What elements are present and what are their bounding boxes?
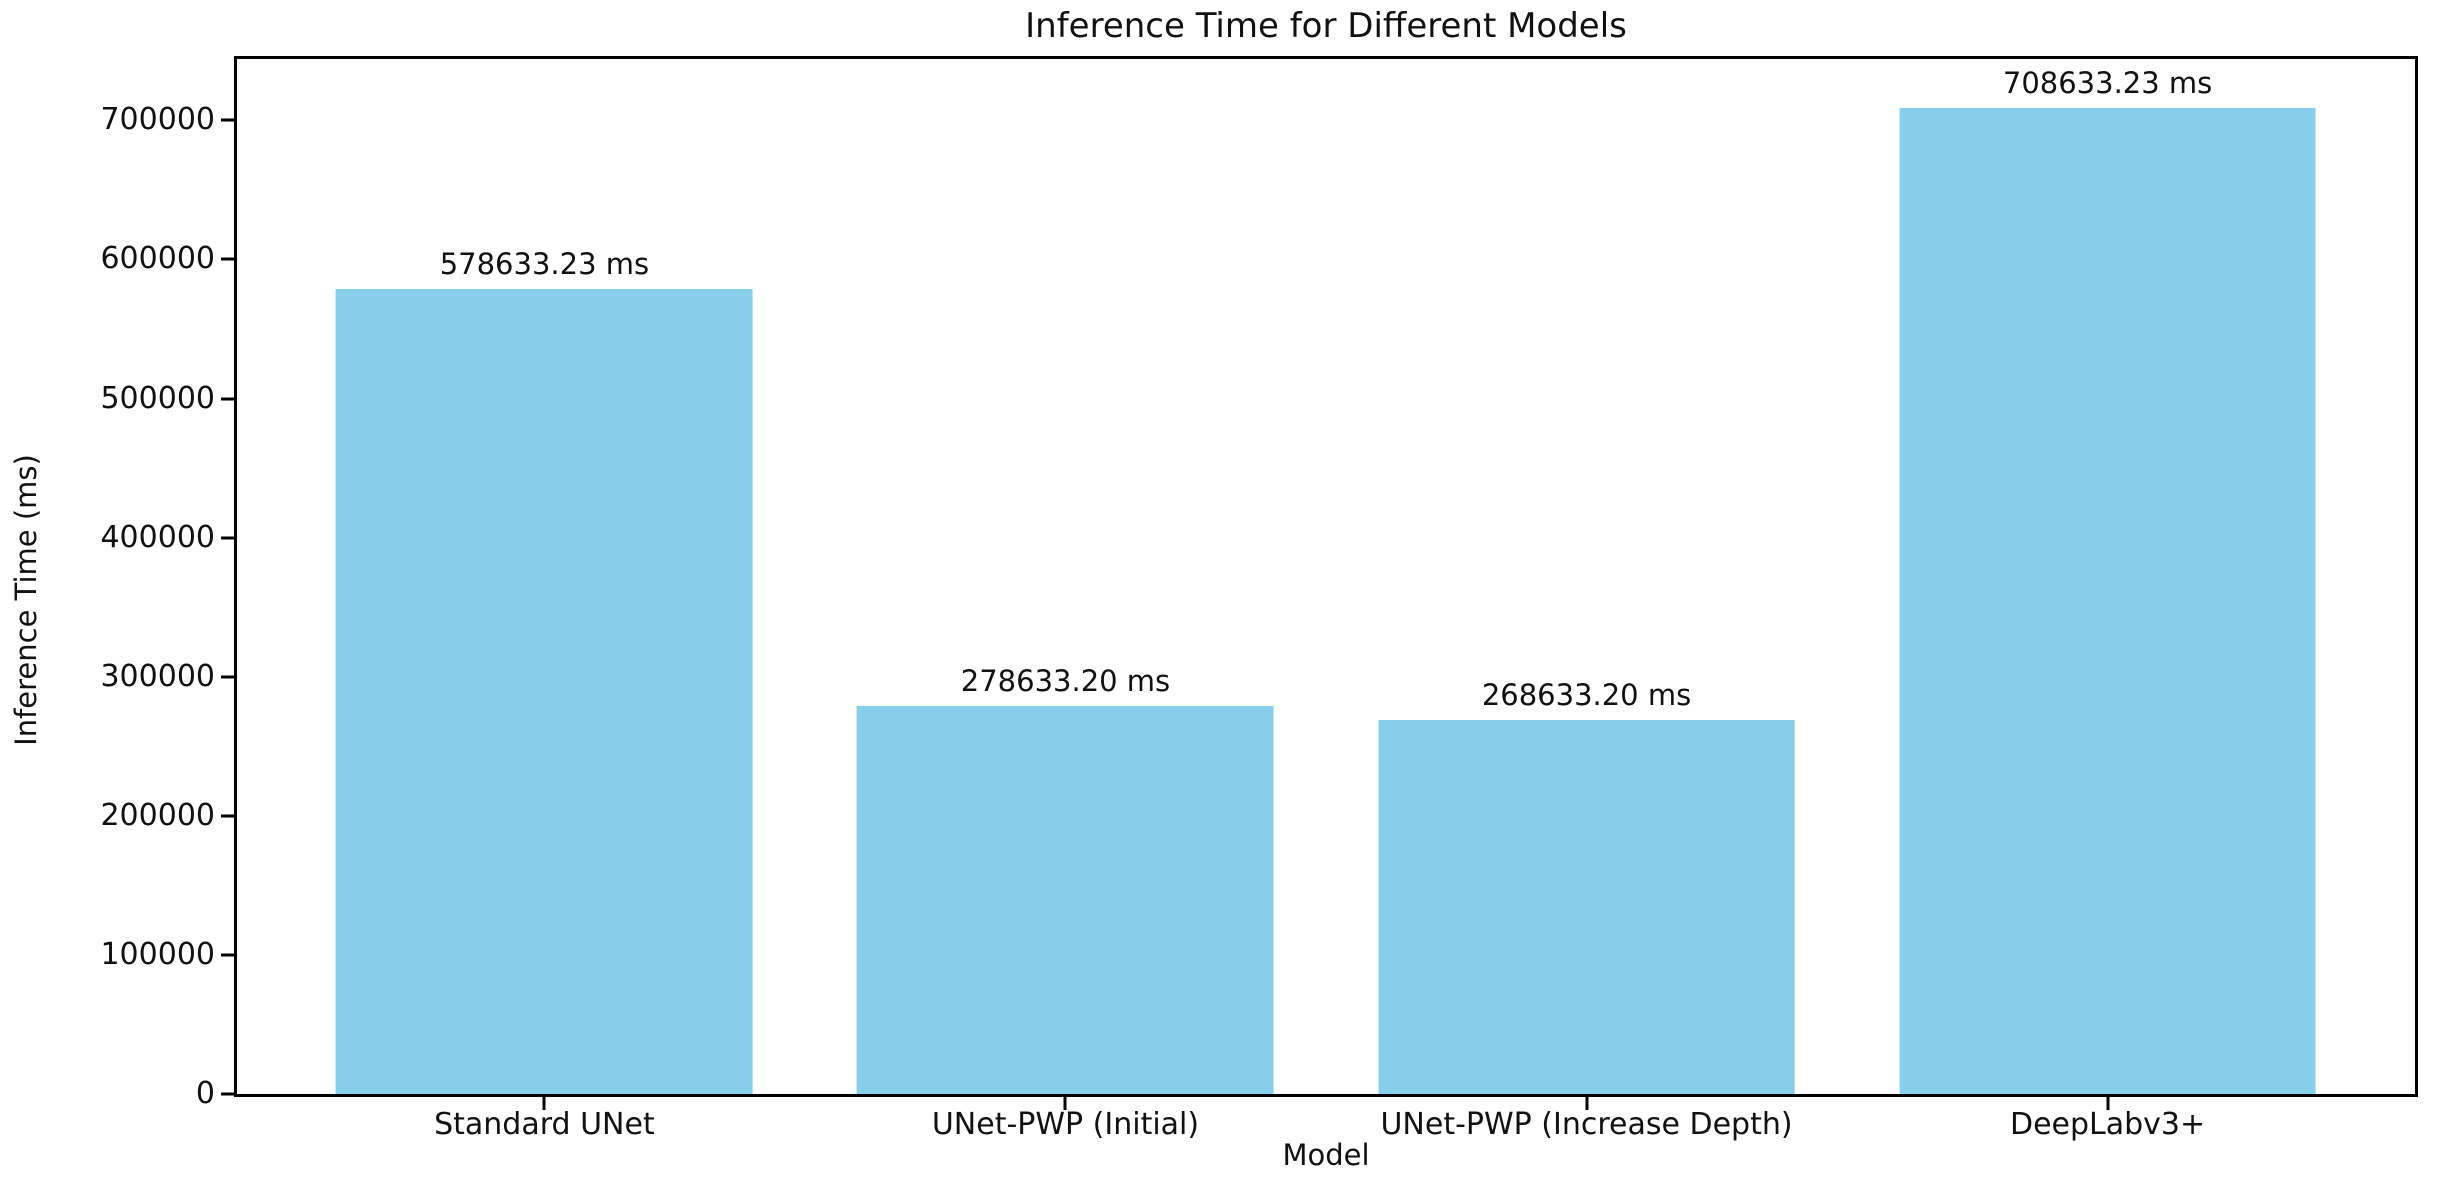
x-axis-tick bbox=[1585, 1097, 1589, 1110]
y-axis-tick bbox=[221, 1092, 234, 1096]
bar bbox=[1899, 108, 2316, 1094]
y-axis-tick bbox=[221, 675, 234, 679]
y-axis-tick-label: 100000 bbox=[100, 936, 215, 972]
x-axis-tick bbox=[1063, 1097, 1067, 1110]
y-axis-tick-label: 300000 bbox=[100, 658, 215, 694]
bar-value-label: 268633.20 ms bbox=[1481, 678, 1692, 713]
y-axis-tick bbox=[221, 536, 234, 540]
y-axis-tick-label: 0 bbox=[195, 1076, 215, 1111]
y-axis-tick bbox=[221, 257, 234, 261]
x-axis-tick-label: UNet-PWP (Increase Depth) bbox=[1380, 1107, 1793, 1142]
plot-area: 0 100000 200000 300000 400000 500000 600000 700… bbox=[100, 56, 2418, 1142]
y-axis-tick-label: 400000 bbox=[100, 519, 215, 555]
y-axis-tick-label: 600000 bbox=[100, 241, 215, 277]
y-axis-tick-label: 200000 bbox=[100, 797, 215, 833]
bar bbox=[335, 289, 753, 1094]
chart-title: Inference Time for Different Models bbox=[1025, 6, 1627, 46]
bar-value-label: 708633.23 ms bbox=[2002, 66, 2213, 101]
y-axis-tick bbox=[221, 814, 234, 818]
y-axis-tick-label: 500000 bbox=[100, 380, 215, 416]
x-axis-tick-label: UNet-PWP (Initial) bbox=[931, 1107, 1200, 1142]
x-axis-tick bbox=[2106, 1097, 2110, 1110]
bar bbox=[1378, 720, 1795, 1094]
y-axis-tick bbox=[221, 118, 234, 122]
y-axis-tick bbox=[221, 397, 234, 400]
bar bbox=[857, 706, 1274, 1094]
x-axis-tick-label: Standard UNet bbox=[434, 1107, 655, 1142]
y-axis-label: Inference Time (ms) bbox=[9, 454, 43, 746]
y-axis-tick-label: 700000 bbox=[100, 102, 215, 138]
y-axis-tick bbox=[221, 953, 234, 957]
bar-value-label: 578633.23 ms bbox=[439, 247, 650, 282]
x-axis-label: Model bbox=[1282, 1138, 1370, 1172]
x-axis-tick-label: DeepLabv3+ bbox=[2009, 1107, 2206, 1142]
bar-value-label: 278633.20 ms bbox=[960, 664, 1171, 699]
x-axis-tick bbox=[542, 1097, 546, 1110]
